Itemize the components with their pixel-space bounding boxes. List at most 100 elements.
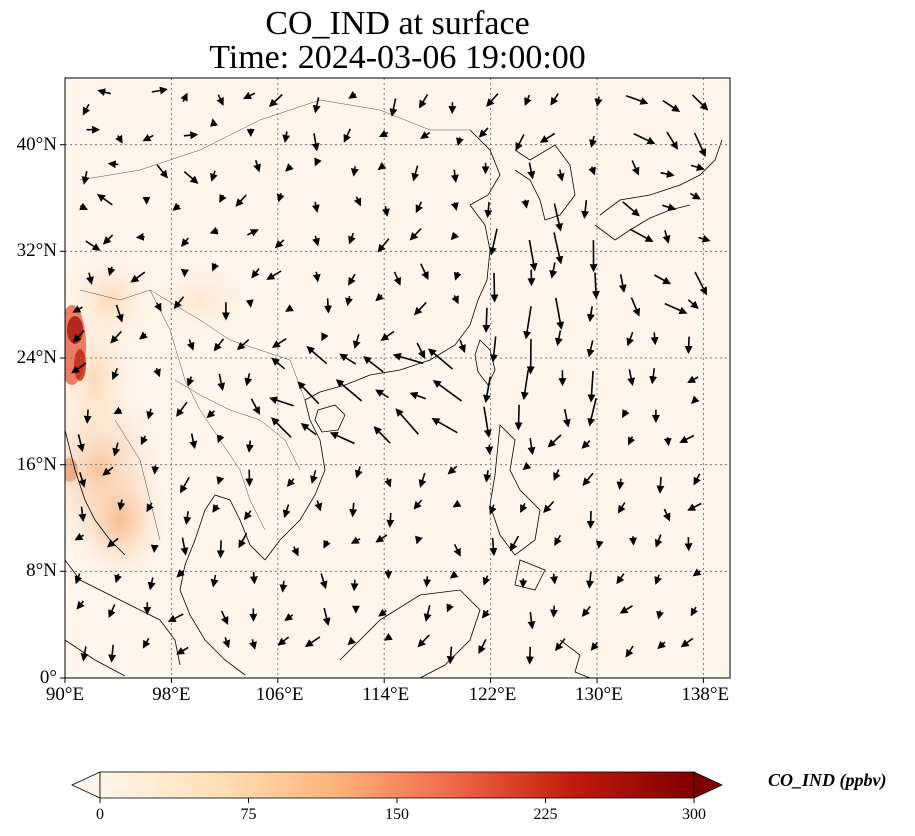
wind-arrow bbox=[311, 133, 320, 152]
wind-arrow bbox=[616, 478, 625, 490]
wind-arrow bbox=[694, 271, 707, 296]
wind-arrow bbox=[348, 232, 356, 245]
wind-arrow bbox=[210, 170, 218, 182]
wind-arrow bbox=[250, 398, 260, 415]
wind-arrow bbox=[450, 202, 459, 211]
wind-arrow bbox=[274, 239, 285, 249]
wind-arrow bbox=[392, 352, 424, 365]
wind-arrow bbox=[271, 357, 286, 370]
wind-arrow bbox=[411, 165, 420, 182]
wind-arrow bbox=[277, 636, 290, 646]
wind-arrow bbox=[312, 235, 320, 247]
wind-arrow bbox=[553, 232, 564, 265]
wind-arrow bbox=[423, 576, 432, 588]
wind-arrow bbox=[617, 502, 626, 514]
wind-arrow bbox=[71, 362, 87, 374]
wind-arrow bbox=[284, 613, 294, 622]
wind-arrow bbox=[654, 274, 672, 285]
wind-arrow bbox=[662, 100, 681, 112]
wind-arrow bbox=[488, 228, 498, 256]
wind-arrow bbox=[114, 573, 122, 584]
wind-arrow bbox=[562, 409, 571, 428]
colorbar-gradient bbox=[99, 771, 695, 799]
wind-arrow bbox=[102, 234, 114, 245]
wind-arrow bbox=[266, 270, 282, 280]
wind-arrow bbox=[81, 171, 90, 185]
wind-arrow bbox=[458, 339, 466, 353]
wind-arrow bbox=[238, 532, 248, 549]
lon-tick-label: 122°E bbox=[468, 684, 517, 705]
wind-arrow bbox=[276, 193, 285, 203]
wind-arrow bbox=[78, 506, 87, 522]
wind-arrow bbox=[616, 573, 625, 585]
wind-arrow bbox=[633, 132, 656, 145]
wind-arrow bbox=[363, 356, 384, 373]
wind-arrow bbox=[244, 373, 253, 387]
wind-arrow bbox=[97, 88, 112, 97]
wind-arrow bbox=[329, 431, 355, 445]
wind-arrow bbox=[689, 192, 701, 200]
wind-arrow bbox=[446, 646, 455, 665]
wind-arrow bbox=[420, 263, 429, 280]
map-frame bbox=[64, 77, 731, 679]
wind-arrow bbox=[285, 304, 294, 312]
wind-arrow bbox=[156, 164, 168, 179]
wind-arrow bbox=[690, 163, 705, 172]
wind-arrow bbox=[549, 262, 558, 279]
wind-arrow bbox=[690, 606, 699, 617]
wind-arrow bbox=[543, 500, 555, 514]
wind-arrow bbox=[663, 508, 671, 522]
lon-tick-label: 114°E bbox=[362, 684, 410, 705]
wind-arrow bbox=[581, 605, 591, 617]
wind-arrow bbox=[72, 305, 83, 313]
country-borders bbox=[79, 99, 470, 541]
wind-arrow bbox=[481, 609, 490, 619]
wind-arrow bbox=[314, 500, 323, 512]
wind-arrow bbox=[183, 511, 192, 525]
wind-arrow bbox=[82, 103, 91, 116]
wind-arrow bbox=[80, 646, 89, 662]
map-title-line1: CO_IND at surface bbox=[265, 5, 530, 42]
wind-arrow bbox=[420, 131, 431, 139]
wind-arrow bbox=[211, 262, 220, 272]
wind-arrow bbox=[693, 473, 701, 486]
wind-arrow bbox=[219, 193, 227, 203]
wind-arrow bbox=[594, 96, 603, 107]
wind-arrow bbox=[447, 465, 458, 475]
colorbar-label: CO_IND (ppbv) bbox=[768, 770, 887, 790]
wind-arrow bbox=[150, 544, 159, 553]
wind-arrow bbox=[312, 271, 321, 283]
wind-arrow bbox=[180, 476, 190, 494]
wind-arrow bbox=[353, 196, 362, 207]
lat-tick-label: 40°N bbox=[16, 133, 57, 155]
lat-tick-label: 8°N bbox=[26, 560, 57, 582]
wind-arrow bbox=[345, 295, 353, 307]
wind-arrow bbox=[657, 640, 666, 650]
wind-arrow bbox=[79, 202, 89, 211]
wind-arrow bbox=[384, 477, 392, 488]
colorbar-min-extend bbox=[71, 771, 101, 799]
wind-arrow bbox=[209, 226, 219, 235]
wind-arrow bbox=[216, 540, 225, 559]
wind-arrow bbox=[418, 472, 427, 488]
wind-arrow bbox=[555, 297, 565, 330]
wind-arrow bbox=[629, 536, 638, 546]
wind-arrow bbox=[483, 376, 492, 403]
wind-arrow bbox=[627, 369, 636, 386]
wind-arrow bbox=[297, 381, 320, 405]
wind-arrow bbox=[304, 636, 321, 647]
wind-arrow bbox=[514, 404, 523, 431]
wind-arrow bbox=[450, 169, 459, 183]
wind-arrow bbox=[74, 573, 83, 585]
wind-arrow bbox=[180, 537, 189, 556]
wind-arrow bbox=[453, 271, 462, 281]
wind-arrow bbox=[222, 636, 231, 649]
wind-arrow bbox=[142, 637, 151, 649]
wind-arrow bbox=[527, 612, 536, 630]
wind-arrow bbox=[140, 435, 148, 446]
wind-arrow bbox=[78, 472, 87, 488]
wind-arrow bbox=[380, 330, 395, 341]
wind-arrow bbox=[186, 376, 195, 387]
wind-arrow bbox=[268, 93, 283, 107]
wind-arrow bbox=[269, 396, 294, 407]
